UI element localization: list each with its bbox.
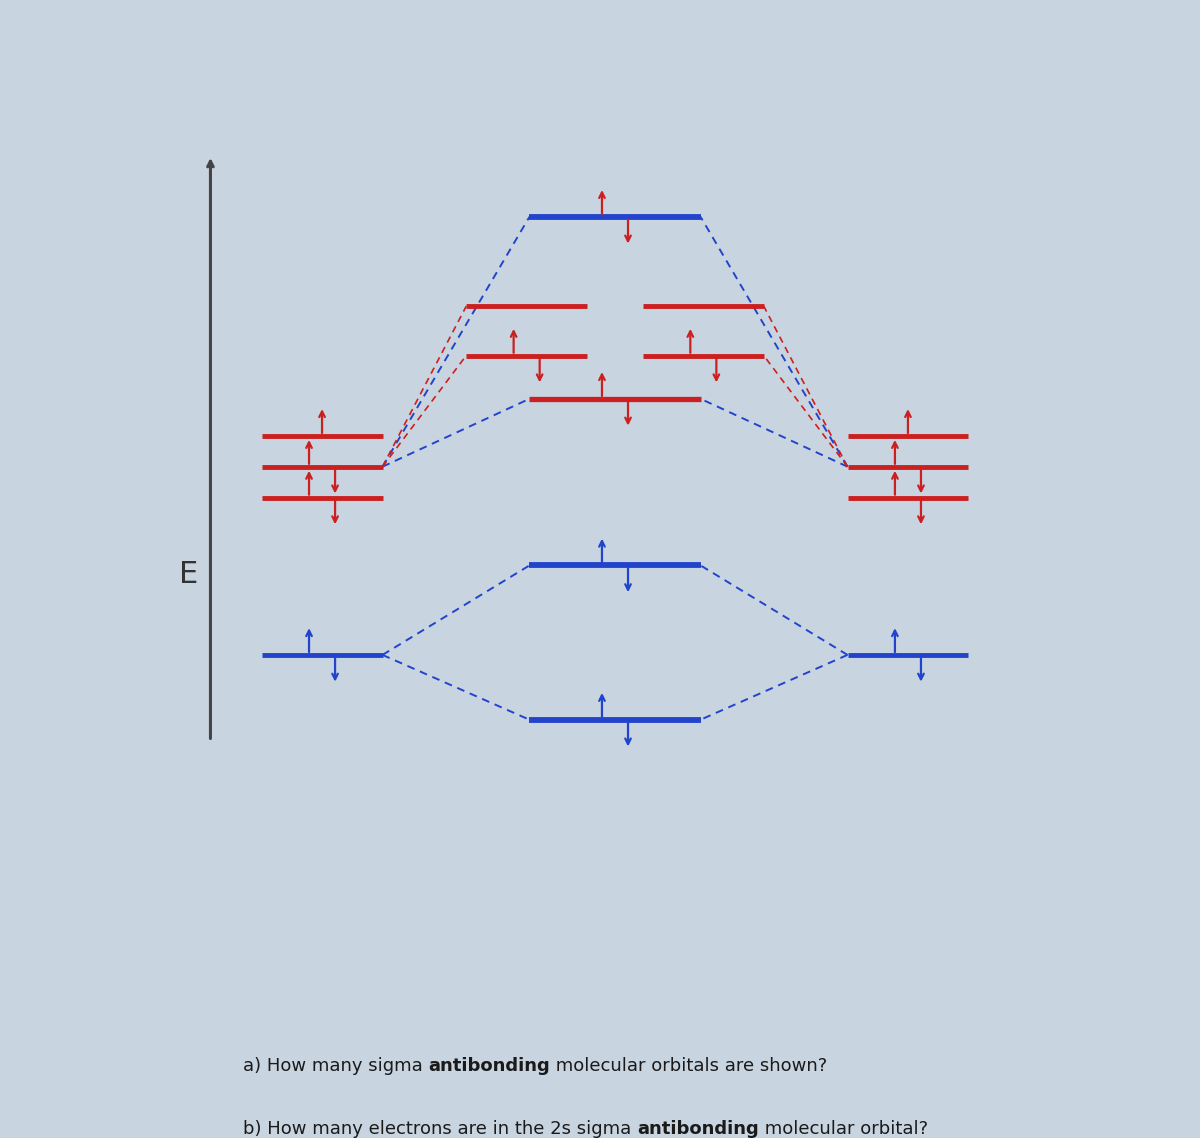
Text: antibonding: antibonding [428, 1056, 551, 1074]
Text: E: E [180, 560, 199, 589]
Text: b) How many electrons are in the 2s sigma: b) How many electrons are in the 2s sigm… [242, 1120, 637, 1138]
Text: molecular orbitals are shown?: molecular orbitals are shown? [551, 1056, 828, 1074]
Text: molecular orbital?: molecular orbital? [758, 1120, 928, 1138]
Text: a) How many sigma: a) How many sigma [242, 1056, 428, 1074]
Text: antibonding: antibonding [637, 1120, 758, 1138]
